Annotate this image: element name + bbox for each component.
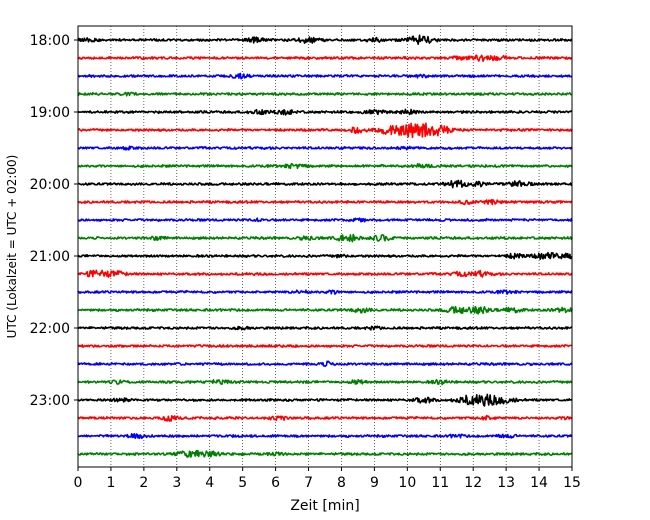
series-trace-2245 [77, 378, 573, 386]
x-tick-label: 11 [431, 475, 449, 491]
x-tick-label: 5 [238, 475, 247, 491]
x-tick-label: 8 [337, 475, 346, 491]
series-trace-1900 [77, 108, 573, 116]
x-tick-label: 1 [106, 475, 115, 491]
x-tick-label: 4 [205, 475, 214, 491]
series-trace-2100 [77, 251, 573, 260]
series-trace-1830 [77, 72, 573, 80]
series-trace-2015 [77, 198, 573, 206]
x-tick-label: 2 [139, 475, 148, 491]
y-tick-label: 18:00 [30, 33, 70, 49]
x-tick-label: 13 [497, 475, 515, 491]
series-trace-2315 [77, 414, 573, 422]
series-trace-2045 [77, 233, 573, 243]
plot-frame [77, 25, 573, 468]
series-trace-2130 [77, 289, 573, 295]
y-axis-ticks: 18:00 19:00 20:00 21:00 22:00 23:00 [30, 33, 78, 409]
series-trace-1845 [77, 91, 573, 97]
x-tick-label: 12 [464, 475, 482, 491]
x-tick-label: 15 [563, 475, 581, 491]
x-tick-label: 10 [398, 475, 416, 491]
x-tick-label: 0 [74, 475, 83, 491]
series-trace-2215 [77, 343, 573, 349]
y-tick-label: 23:00 [30, 393, 70, 409]
series-trace-2200 [77, 325, 573, 331]
series-trace-2230 [77, 360, 573, 368]
y-tick-label: 20:00 [30, 177, 70, 193]
series-trace-1945 [77, 162, 573, 170]
x-tick-label: 6 [271, 475, 280, 491]
y-axis-label: UTC (Lokalzeit = UTC + 02:00) [5, 155, 19, 339]
series-trace-1800 [77, 34, 573, 45]
series-trace-1915 [77, 122, 573, 139]
series-trace-2000 [77, 179, 573, 189]
x-tick-label: 7 [304, 475, 313, 491]
series-trace-2330 [77, 433, 573, 440]
series-trace-1930 [77, 145, 573, 151]
series-trace-2115 [77, 269, 573, 278]
x-axis-ticks: 0 1 2 3 4 5 6 7 8 9 10 11 12 13 14 15 [74, 467, 581, 491]
series-trace-1815 [77, 54, 573, 62]
x-tick-label: 3 [172, 475, 181, 491]
series-trace-2145 [77, 305, 573, 315]
x-tick-label: 14 [530, 475, 548, 491]
series-trace-2030 [77, 217, 573, 223]
y-tick-label: 22:00 [30, 321, 70, 337]
x-axis-label: Zeit [min] [290, 498, 359, 514]
y-tick-label: 21:00 [30, 249, 70, 265]
y-tick-label: 19:00 [30, 105, 70, 121]
x-tick-label: 9 [370, 475, 379, 491]
series-trace-2300 [77, 393, 573, 407]
series-trace-2345 [77, 449, 573, 458]
trace-layer [77, 34, 573, 458]
